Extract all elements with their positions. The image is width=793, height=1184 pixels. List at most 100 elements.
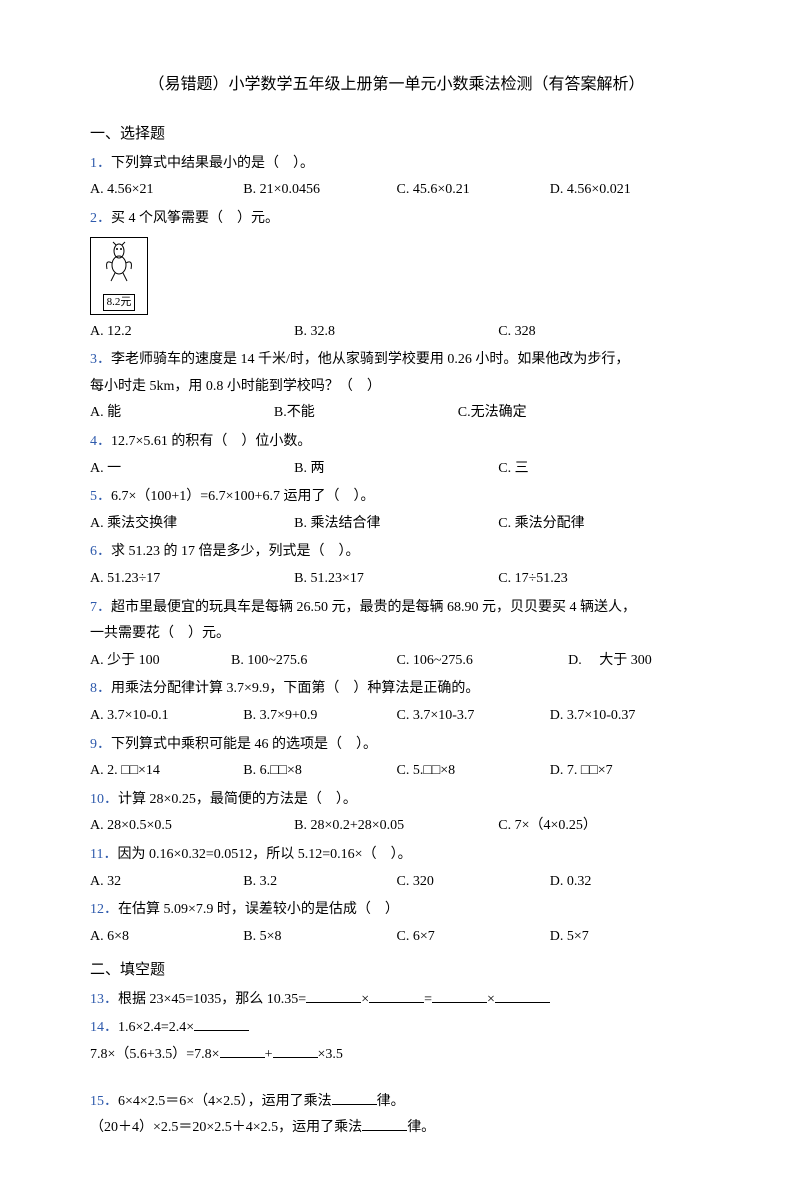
q10-num: 10． <box>90 792 118 807</box>
q3-a: A. 能 <box>90 400 274 427</box>
q12-options: A. 6×8 B. 5×8 C. 6×7 D. 5×7 <box>90 924 703 951</box>
q5-num: 5． <box>90 489 111 504</box>
blank[interactable] <box>432 989 487 1003</box>
q8-b: B. 3.7×9+0.9 <box>243 703 396 730</box>
q14-text-d: ×3.5 <box>318 1047 343 1062</box>
q12-d: D. 5×7 <box>550 924 703 951</box>
q8-text: 用乘法分配律计算 3.7×9.9，下面第（ ）种算法是正确的。 <box>111 681 479 696</box>
q11-d: D. 0.32 <box>550 869 703 896</box>
question-1: 1．下列算式中结果最小的是（ ）。 A. 4.56×21 B. 21×0.045… <box>90 151 703 204</box>
q13-text-b: × <box>361 992 369 1007</box>
q15-text-a: 6×4×2.5＝6×（4×2.5），运用了乘法 <box>118 1094 332 1109</box>
q14-text-a: 1.6×2.4=2.4× <box>118 1020 194 1035</box>
q11-b: B. 3.2 <box>243 869 396 896</box>
blank[interactable] <box>273 1044 318 1058</box>
q4-options: A. 一 B. 两 C. 三 <box>90 456 703 483</box>
q7-d: D. 大于 300 <box>568 648 703 675</box>
q3-b: B.不能 <box>274 400 458 427</box>
question-9: 9．下列算式中乘积可能是 46 的选项是（ ）。 A. 2. □□×14 B. … <box>90 732 703 785</box>
q9-d: D. 7. □□×7 <box>550 758 703 785</box>
q14-text-b: 7.8×（5.6+3.5）=7.8× <box>90 1047 220 1062</box>
q14-num: 14． <box>90 1020 118 1035</box>
q10-text: 计算 28×0.25，最简便的方法是（ ）。 <box>118 792 357 807</box>
q11-c: C. 320 <box>397 869 550 896</box>
q6-num: 6． <box>90 544 111 559</box>
q10-a: A. 28×0.5×0.5 <box>90 813 294 840</box>
q7-text1: 超市里最便宜的玩具车是每辆 26.50 元，最贵的是每辆 68.90 元，贝贝要… <box>111 600 636 615</box>
q1-text: 下列算式中结果最小的是（ ）。 <box>111 156 314 171</box>
section-2-header: 二、填空题 <box>90 956 703 985</box>
q2-a: A. 12.2 <box>90 319 294 346</box>
q10-b: B. 28×0.2+28×0.05 <box>294 813 498 840</box>
q10-options: A. 28×0.5×0.5 B. 28×0.2+28×0.05 C. 7×（4×… <box>90 813 703 840</box>
blank[interactable] <box>332 1091 377 1105</box>
q1-c: C. 45.6×0.21 <box>397 177 550 204</box>
q12-text: 在估算 5.09×7.9 时，误差较小的是估成（ ） <box>118 902 399 917</box>
question-3: 3．李老师骑车的速度是 14 千米/时，他从家骑到学校要用 0.26 小时。如果… <box>90 347 703 427</box>
q15-text-c: （20＋4）×2.5＝20×2.5＋4×2.5，运用了乘法 <box>90 1120 362 1135</box>
q10-c: C. 7×（4×0.25） <box>498 813 702 840</box>
q7-c: C. 106~275.6 <box>396 648 568 675</box>
question-11: 11．因为 0.16×0.32=0.0512，所以 5.12=0.16×（ ）。… <box>90 842 703 895</box>
question-4: 4．12.7×5.61 的积有（ ）位小数。 A. 一 B. 两 C. 三 <box>90 429 703 482</box>
q7-a: A. 少于 100 <box>90 648 231 675</box>
q15-text-b: 律。 <box>377 1094 405 1109</box>
blank[interactable] <box>369 989 424 1003</box>
q6-text: 求 51.23 的 17 倍是多少，列式是（ ）。 <box>111 544 360 559</box>
q5-text: 6.7×（100+1）=6.7×100+6.7 运用了（ ）。 <box>111 489 374 504</box>
section-1-header: 一、选择题 <box>90 120 703 149</box>
q9-a: A. 2. □□×14 <box>90 758 243 785</box>
q5-b: B. 乘法结合律 <box>294 511 498 538</box>
q8-a: A. 3.7×10-0.1 <box>90 703 243 730</box>
q2-c: C. 328 <box>498 319 702 346</box>
question-15: 15．6×4×2.5＝6×（4×2.5），运用了乘法律。 （20＋4）×2.5＝… <box>90 1089 703 1142</box>
q7-text2: 一共需要花（ ）元。 <box>90 621 703 648</box>
q12-num: 12． <box>90 902 118 917</box>
question-12: 12．在估算 5.09×7.9 时，误差较小的是估成（ ） A. 6×8 B. … <box>90 897 703 950</box>
q9-options: A. 2. □□×14 B. 6.□□×8 C. 5.□□×8 D. 7. □□… <box>90 758 703 785</box>
q14-text-c: + <box>265 1047 273 1062</box>
blank[interactable] <box>306 989 361 1003</box>
q4-text: 12.7×5.61 的积有（ ）位小数。 <box>111 434 311 449</box>
q3-c: C.无法确定 <box>458 400 703 427</box>
q8-options: A. 3.7×10-0.1 B. 3.7×9+0.9 C. 3.7×10-3.7… <box>90 703 703 730</box>
q3-text1: 李老师骑车的速度是 14 千米/时，他从家骑到学校要用 0.26 小时。如果他改… <box>111 352 629 367</box>
question-7: 7．超市里最便宜的玩具车是每辆 26.50 元，最贵的是每辆 68.90 元，贝… <box>90 595 703 675</box>
q13-text-a: 根据 23×45=1035，那么 10.35= <box>118 992 306 1007</box>
q5-options: A. 乘法交换律 B. 乘法结合律 C. 乘法分配律 <box>90 511 703 538</box>
blank[interactable] <box>495 989 550 1003</box>
blank[interactable] <box>220 1044 265 1058</box>
q8-d: D. 3.7×10-0.37 <box>550 703 703 730</box>
blank[interactable] <box>194 1017 249 1031</box>
q2-text: 买 4 个风筝需要（ ）元。 <box>111 211 279 226</box>
q12-c: C. 6×7 <box>397 924 550 951</box>
q8-num: 8． <box>90 681 111 696</box>
question-5: 5．6.7×（100+1）=6.7×100+6.7 运用了（ ）。 A. 乘法交… <box>90 484 703 537</box>
q6-c: C. 17÷51.23 <box>498 566 702 593</box>
q11-num: 11． <box>90 847 117 862</box>
q2-b: B. 32.8 <box>294 319 498 346</box>
q4-b: B. 两 <box>294 456 498 483</box>
question-6: 6．求 51.23 的 17 倍是多少，列式是（ ）。 A. 51.23÷17 … <box>90 539 703 592</box>
q12-b: B. 5×8 <box>243 924 396 951</box>
price-tag: 8.2元 <box>103 294 136 310</box>
q13-num: 13． <box>90 992 118 1007</box>
q5-c: C. 乘法分配律 <box>498 511 702 538</box>
q1-b: B. 21×0.0456 <box>243 177 396 204</box>
kite-bug-icon <box>103 241 135 283</box>
q12-a: A. 6×8 <box>90 924 243 951</box>
kite-image: 8.2元 <box>90 237 148 315</box>
q6-b: B. 51.23×17 <box>294 566 498 593</box>
q2-options: A. 12.2 B. 32.8 C. 328 <box>90 319 703 346</box>
q1-a: A. 4.56×21 <box>90 177 243 204</box>
q9-c: C. 5.□□×8 <box>397 758 550 785</box>
q5-a: A. 乘法交换律 <box>90 511 294 538</box>
q2-num: 2． <box>90 211 111 226</box>
q9-b: B. 6.□□×8 <box>243 758 396 785</box>
blank[interactable] <box>362 1117 407 1131</box>
q11-options: A. 32 B. 3.2 C. 320 D. 0.32 <box>90 869 703 896</box>
q1-options: A. 4.56×21 B. 21×0.0456 C. 45.6×0.21 D. … <box>90 177 703 204</box>
q15-text-d: 律。 <box>407 1120 435 1135</box>
q13-text-d: × <box>487 992 495 1007</box>
q3-options: A. 能 B.不能 C.无法确定 <box>90 400 703 427</box>
